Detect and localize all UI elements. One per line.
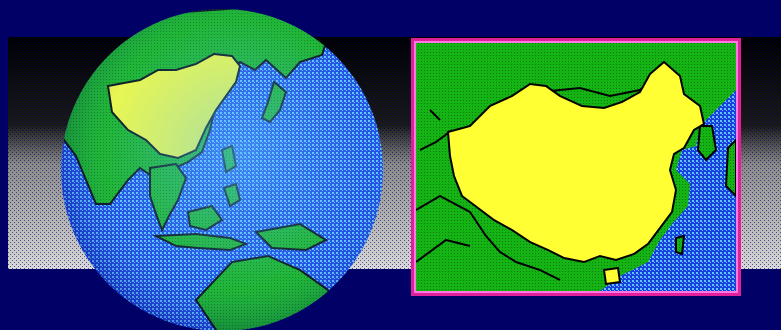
zoomed-map-icon (416, 43, 736, 291)
inset-border-lines (416, 71, 661, 281)
inset-highlight-china (446, 60, 706, 264)
horizon-band-right (741, 38, 781, 269)
